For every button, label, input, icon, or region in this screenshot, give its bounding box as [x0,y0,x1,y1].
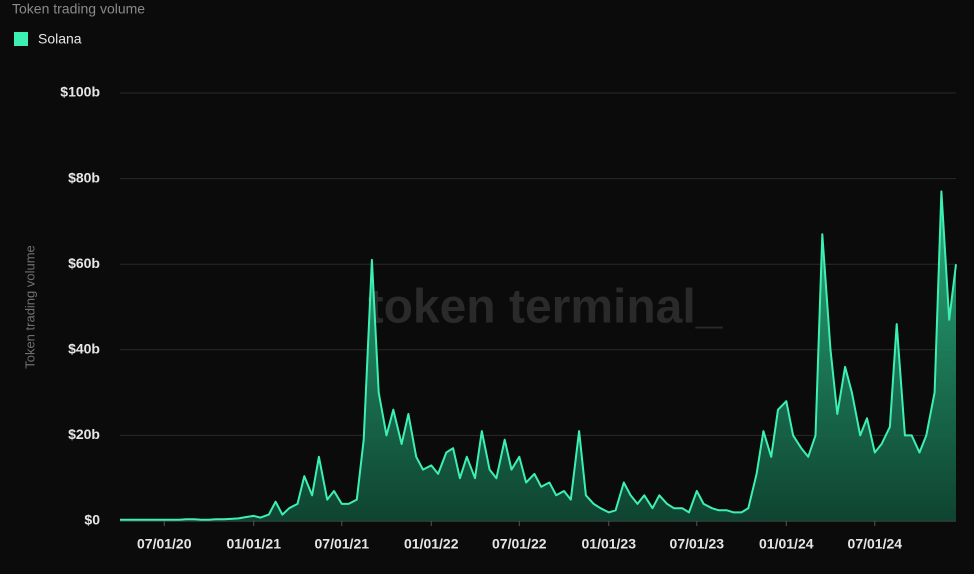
x-tick-label: 07/01/22 [492,536,547,552]
axes: $0 $20b $40b $60b $80b $100b 07/01/20 01/01/21 0… [60,84,902,552]
y-tick-label: $80b [68,169,100,185]
chart-title: Token trading volume [12,1,145,17]
y-tick-label: $40b [68,341,100,357]
plot [120,190,957,521]
y-axis-label: Token trading volume [22,245,37,369]
legend-label[interactable]: Solana [38,31,82,47]
x-tick-label: 01/01/23 [582,536,637,552]
area-fill [120,191,956,521]
x-tick-label: 01/01/24 [759,536,814,552]
x-tick-label: 07/01/23 [670,536,725,552]
x-tick-label: 07/01/24 [848,536,903,552]
y-tick-label: $60b [68,255,100,271]
area-line [120,190,957,521]
legend-swatch [14,32,28,46]
y-tick-label: $100b [60,84,100,100]
x-tick-label: 07/01/21 [315,536,370,552]
watermark: token terminal_ [368,281,724,334]
y-tick-label: $0 [84,512,100,528]
x-tick-label: 01/01/21 [226,536,281,552]
x-tick-label: 01/01/22 [404,536,459,552]
y-tick-label: $20b [68,426,100,442]
x-tick-label: 07/01/20 [137,536,192,552]
